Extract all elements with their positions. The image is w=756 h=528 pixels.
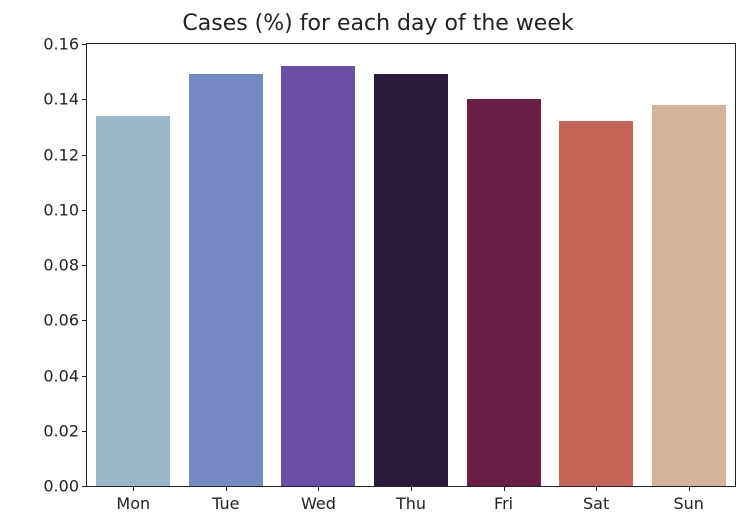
xtick-label: Fri [494, 486, 513, 513]
ytick-label: 0.04 [43, 366, 87, 385]
axes-area: 0.000.020.040.060.080.100.120.140.16MonT… [86, 43, 736, 487]
bar [96, 116, 170, 486]
ytick-label: 0.10 [43, 200, 87, 219]
ytick-label: 0.16 [43, 35, 87, 54]
bar [281, 66, 355, 486]
bar [559, 121, 633, 486]
ytick-label: 0.14 [43, 90, 87, 109]
chart-title: Cases (%) for each day of the week [0, 11, 756, 36]
bar [652, 105, 726, 486]
ytick-label: 0.02 [43, 421, 87, 440]
xtick-label: Mon [116, 486, 150, 513]
bar [374, 74, 448, 486]
figure: Cases (%) for each day of the week 0.000… [0, 0, 756, 528]
bar [189, 74, 263, 486]
xtick-label: Sat [583, 486, 609, 513]
xtick-label: Thu [396, 486, 426, 513]
ytick-label: 0.06 [43, 311, 87, 330]
plot-area [87, 44, 735, 486]
xtick-label: Wed [301, 486, 336, 513]
bar [467, 99, 541, 486]
xtick-label: Sun [673, 486, 703, 513]
ytick-label: 0.08 [43, 256, 87, 275]
ytick-label: 0.00 [43, 477, 87, 496]
ytick-label: 0.12 [43, 145, 87, 164]
xtick-label: Tue [212, 486, 239, 513]
